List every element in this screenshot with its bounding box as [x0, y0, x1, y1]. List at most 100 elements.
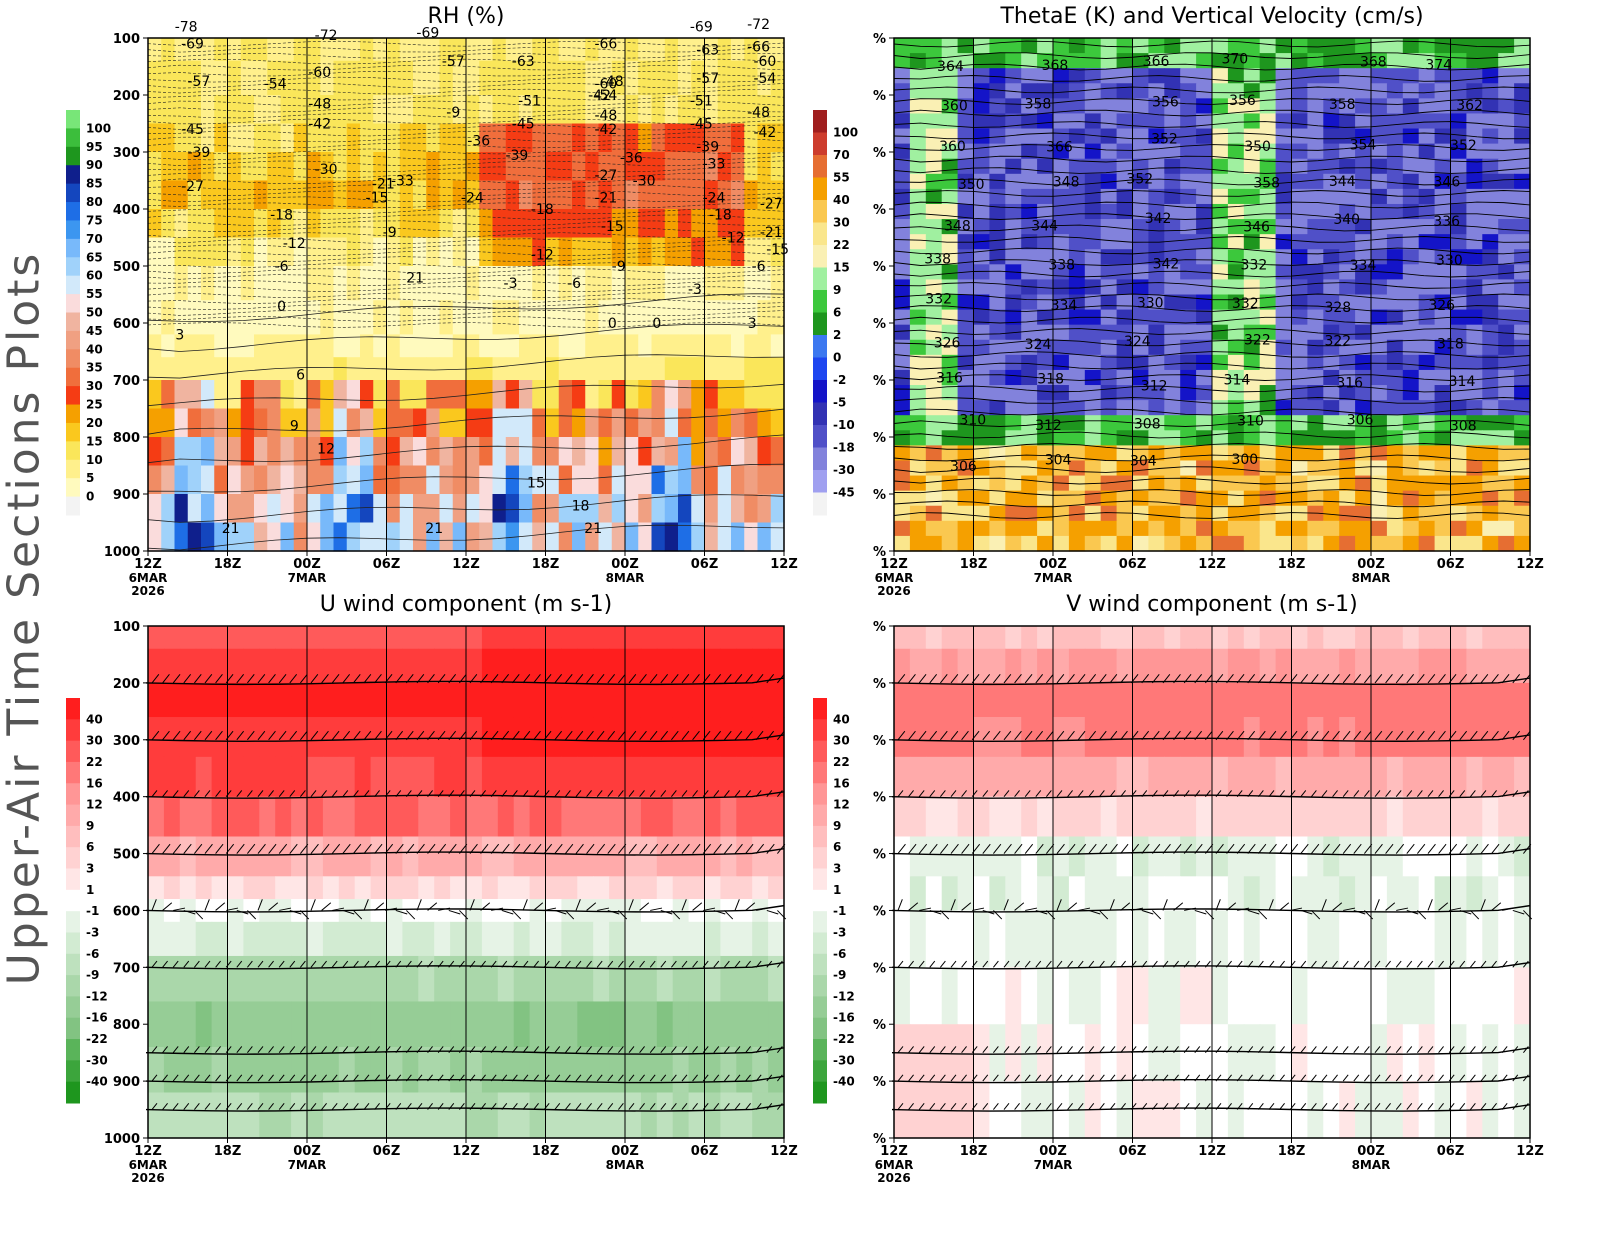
vwind-barb-flag: [1491, 1102, 1497, 1110]
rh-cell: [651, 95, 666, 125]
vwind-barb-flag: [1067, 843, 1076, 854]
uwind-cell: [322, 648, 340, 684]
vwind-x-tick-label: 12Z: [1516, 1144, 1544, 1159]
rh-isotherm-line: [147, 226, 785, 233]
rh-cell: [386, 437, 401, 467]
thetae-colorbar-swatch: [813, 380, 827, 403]
vwind-cell: [1275, 717, 1293, 758]
vwind-cell: [1259, 967, 1277, 1025]
uwind-cell: [481, 899, 499, 923]
vwind-barb-flag: [1332, 843, 1341, 854]
uwind-cell: [577, 836, 594, 877]
thetae-cell: [909, 98, 927, 115]
uwind-barb-flag: [427, 1046, 433, 1053]
vwind-barb-flag: [1247, 1046, 1254, 1053]
rh-cell: [201, 152, 215, 182]
thetae-cell: [1466, 535, 1483, 552]
thetae-cell: [1514, 173, 1531, 190]
rh-isotherm-line: [147, 244, 785, 250]
uwind-barb-flag: [618, 730, 626, 741]
uwind-cell: [275, 648, 292, 684]
thetae-cell: [1180, 53, 1197, 69]
thetae-cell: [1275, 219, 1293, 235]
uwind-cell: [291, 648, 308, 684]
uwind-barb-flag: [777, 673, 785, 684]
uwind-barb-flag: [151, 730, 160, 741]
thetae-cell: [1482, 400, 1499, 416]
thetae-cell: [1227, 219, 1245, 235]
uwind-cell: [418, 796, 435, 838]
thetae-contour-label: 362: [1456, 98, 1483, 114]
uwind-barb-flag: [437, 1074, 444, 1082]
vwind-barb-flag: [1491, 843, 1500, 854]
uwind-barb-flag: [151, 960, 158, 968]
uwind-cell: [370, 1092, 388, 1139]
thetae-cell: [1259, 158, 1277, 175]
thetae-cell: [1434, 445, 1452, 462]
uwind-cell: [656, 1001, 674, 1048]
rh-cell: [254, 209, 268, 239]
vwind-barb-flag: [1141, 960, 1148, 968]
rh-cell: [505, 380, 520, 410]
thetae-cell: [1418, 339, 1436, 356]
rh-cell: [452, 266, 467, 301]
vwind-barb-flag: [1247, 1074, 1254, 1082]
thetae-cell: [1371, 143, 1388, 160]
vwind-cell: [1371, 648, 1388, 684]
uwind-barb-flag: [522, 1102, 529, 1110]
uwind-cell: [418, 921, 435, 957]
uwind-cell: [195, 899, 213, 923]
rh-cell: [731, 38, 745, 62]
thetae-cell: [989, 309, 1006, 326]
thetae-cell: [1243, 203, 1261, 220]
uwind-cell: [450, 756, 467, 798]
uwind-cell: [704, 876, 721, 900]
uwind-cell: [402, 876, 419, 900]
uwind-cell: [402, 1092, 419, 1139]
vwind-barb-flag: [1152, 1074, 1158, 1082]
rh-cell: [174, 357, 189, 381]
thetae-colorbar-swatch: [813, 425, 827, 448]
thetae-cell: [1021, 98, 1038, 115]
rh-cell: [161, 465, 176, 495]
thetae-cell: [1132, 279, 1149, 296]
vwind-barb-flag: [1406, 1046, 1413, 1053]
vwind-cell: [1132, 967, 1149, 1025]
thetae-cell: [1196, 475, 1213, 492]
thetae-cell: [957, 173, 975, 190]
uwind-cell: [640, 756, 658, 798]
thetae-cell: [1323, 385, 1340, 401]
uwind-cell: [704, 921, 721, 957]
vwind-barb-flag: [1268, 899, 1274, 911]
vwind-barb-flag: [908, 1074, 914, 1082]
rh-cell: [280, 437, 295, 467]
rh-contour-label: -15: [366, 191, 389, 207]
rh-cell: [704, 494, 719, 524]
thetae-cell: [1386, 309, 1404, 326]
thetae-cell: [1037, 400, 1054, 416]
uwind-cell: [243, 899, 260, 923]
rh-cell: [598, 522, 613, 552]
thetae-cell: [1386, 400, 1404, 416]
rh-cell: [466, 408, 480, 438]
thetae-cell: [1180, 309, 1197, 326]
vwind-cell: [1291, 756, 1308, 798]
thetae-cell: [1005, 535, 1022, 552]
rh-cell: [293, 60, 308, 96]
thetae-cell: [1053, 143, 1070, 160]
uwind-x-tick-label: 00Z: [611, 1144, 639, 1159]
vwind-barb-flag: [1120, 790, 1126, 797]
rh-cell: [757, 334, 772, 358]
vwind-colorbar-swatch: [813, 953, 827, 976]
uwind-barb-flag: [734, 1074, 741, 1082]
thetae-cell: [1212, 309, 1229, 326]
rh-cell: [386, 465, 401, 495]
uwind-cell: [418, 756, 435, 798]
thetae-cell: [1021, 234, 1038, 250]
vwind-barb-flag: [1046, 790, 1052, 797]
thetae-cell: [1212, 475, 1229, 492]
rh-cell: [386, 266, 401, 301]
thetae-colorbar-swatch: [813, 402, 827, 426]
vwind-cell: [1371, 1081, 1388, 1139]
rh-cell: [373, 408, 388, 438]
